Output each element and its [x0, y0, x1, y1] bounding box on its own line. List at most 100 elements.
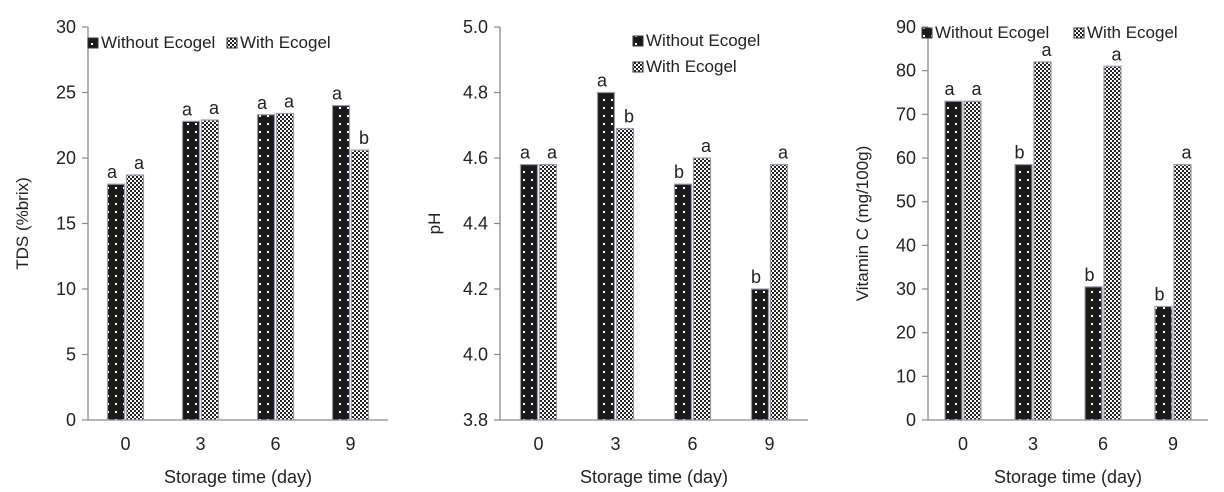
y-tick-label: 5.0	[463, 17, 488, 37]
significance-label: a	[284, 91, 295, 111]
legend: Without Ecogel With Ecogel	[921, 23, 1178, 42]
significance-label: a	[778, 143, 789, 163]
significance-label: a	[332, 84, 343, 104]
significance-label: b	[624, 107, 634, 127]
significance-label: a	[257, 93, 268, 113]
bar-without-ecogel	[181, 120, 201, 421]
significance-label: a	[182, 99, 193, 119]
legend-label-with: With Ecogel	[240, 33, 331, 52]
legend: Without Ecogel With Ecogel	[632, 31, 760, 76]
bar-without-ecogel	[519, 163, 539, 421]
chart-panel-3: 0 10 20 30 40 50 60 70 80 90 Vitamin C (mg/100g) 0 a…	[853, 17, 1208, 487]
y-tick-label: 30	[896, 279, 916, 299]
y-tick-label: 10	[896, 366, 916, 386]
significance-label: a	[971, 79, 982, 99]
x-tick-label: 6	[270, 434, 280, 454]
x-tick-label: 0	[120, 434, 130, 454]
y-tick-label: 80	[896, 61, 916, 81]
significance-label: a	[1041, 40, 1052, 60]
y-tick-label: 0	[906, 410, 916, 430]
significance-label: b	[674, 162, 684, 182]
bar-without-ecogel	[1154, 305, 1173, 421]
y-tick-label: 4.4	[463, 214, 488, 234]
x-tick-label: 3	[195, 434, 205, 454]
y-tick-label: 20	[896, 323, 916, 343]
y-tick-label: 10	[56, 279, 76, 299]
bar-with-ecogel	[692, 157, 712, 421]
x-tick-label: 9	[764, 434, 774, 454]
x-tick-label: 0	[958, 434, 968, 454]
bar-without-ecogel	[596, 91, 616, 421]
legend: Without Ecogel With Ecogel	[87, 33, 331, 52]
y-axis-title: Vitamin C (mg/100g)	[853, 146, 872, 302]
significance-label: a	[1181, 143, 1192, 163]
significance-label: a	[107, 162, 118, 182]
legend-swatch-without	[921, 27, 933, 39]
y-tick-label: 5	[66, 345, 76, 365]
bar-with-ecogel	[200, 119, 220, 421]
significance-label: a	[1111, 44, 1122, 64]
legend-swatch-with	[1073, 27, 1085, 39]
significance-label: b	[1084, 265, 1094, 285]
legend-label-without: Without Ecogel	[935, 23, 1049, 42]
x-axis-title: Storage time (day)	[164, 467, 312, 487]
y-tick-label: 4.0	[463, 345, 488, 365]
legend-swatch-without	[87, 37, 99, 49]
y-tick-label: 4.2	[463, 279, 488, 299]
y-tick-label: 0	[66, 410, 76, 430]
legend-swatch-with	[632, 61, 644, 73]
y-tick-label: 40	[896, 235, 916, 255]
y-tick-label: 4.6	[463, 148, 488, 168]
bar-without-ecogel	[750, 288, 770, 421]
bar-with-ecogel	[1103, 65, 1122, 421]
x-axis-title: Storage time (day)	[994, 467, 1142, 487]
x-tick-label: 6	[1098, 434, 1108, 454]
x-tick-label: 3	[1028, 434, 1038, 454]
significance-label: b	[1154, 284, 1164, 304]
y-tick-label: 70	[896, 104, 916, 124]
y-tick-label: 60	[896, 148, 916, 168]
y-tick-label: 25	[56, 83, 76, 103]
y-tick-label: 30	[56, 17, 76, 37]
bar-without-ecogel	[106, 183, 126, 421]
legend-label-with: With Ecogel	[1087, 23, 1178, 42]
significance-label: a	[944, 79, 955, 99]
bar-with-ecogel	[769, 163, 789, 421]
bar-with-ecogel	[615, 127, 635, 421]
bar-without-ecogel	[1084, 286, 1103, 421]
y-tick-label: 3.8	[463, 410, 488, 430]
significance-label: a	[134, 153, 145, 173]
x-tick-label: 9	[1168, 434, 1178, 454]
legend-label-without: Without Ecogel	[646, 31, 760, 50]
legend-swatch-with	[226, 37, 238, 49]
y-axis-title: pH	[425, 213, 444, 235]
significance-label: b	[1014, 143, 1024, 163]
x-tick-label: 9	[345, 434, 355, 454]
legend-label-with: With Ecogel	[646, 57, 737, 76]
significance-label: a	[520, 143, 531, 163]
bar-with-ecogel	[1173, 163, 1192, 421]
y-tick-label: 4.8	[463, 83, 488, 103]
y-axis-title: TDS (%brix)	[13, 177, 32, 270]
y-tick-label: 50	[896, 192, 916, 212]
y-tick-label: 90	[896, 17, 916, 37]
x-axis-title: Storage time (day)	[580, 467, 728, 487]
significance-label: a	[701, 136, 712, 156]
bar-with-ecogel	[538, 163, 558, 421]
x-tick-label: 3	[610, 434, 620, 454]
bar-with-ecogel	[1033, 61, 1052, 421]
bar-without-ecogel	[331, 104, 351, 421]
bar-with-ecogel	[350, 149, 370, 421]
bar-without-ecogel	[944, 100, 963, 421]
bar-with-ecogel	[963, 100, 982, 421]
bar-without-ecogel	[256, 114, 276, 421]
significance-label: a	[209, 98, 220, 118]
significance-label: b	[751, 267, 761, 287]
legend-label-without: Without Ecogel	[101, 33, 215, 52]
y-tick-label: 20	[56, 148, 76, 168]
bar-without-ecogel	[1014, 163, 1033, 421]
significance-label: a	[547, 143, 558, 163]
